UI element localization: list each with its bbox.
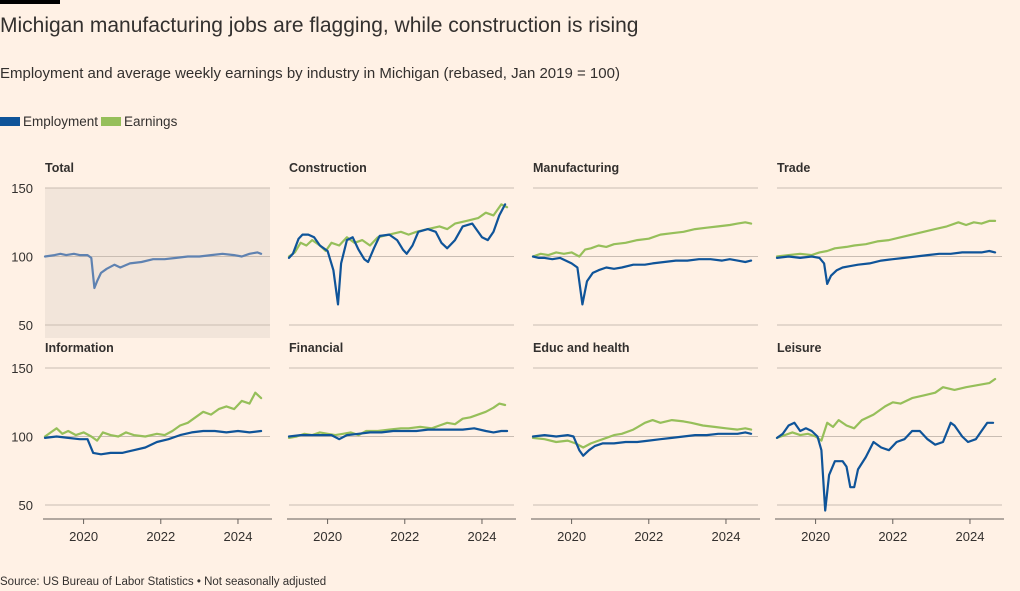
y-tick-label: 100 <box>11 250 33 265</box>
series-line-earnings <box>775 377 997 442</box>
series-line-total <box>43 251 263 290</box>
y-tick-label: 50 <box>19 318 33 333</box>
legend-item-earnings: Earnings <box>101 114 177 129</box>
panel-title: Educ and health <box>533 341 630 355</box>
panel-educ-and-health: Educ and health 2020 2022 2024 <box>531 341 760 544</box>
legend: Employment Earnings <box>0 114 180 129</box>
highlight-background <box>45 188 270 338</box>
x-tick-label: 2020 <box>557 529 586 544</box>
x-tick-label: 2024 <box>956 529 985 544</box>
panel-title: Total <box>45 161 74 175</box>
y-tick-label: 100 <box>11 430 33 445</box>
panel-title: Information <box>45 341 114 355</box>
y-tick-label: 150 <box>11 181 33 196</box>
series-line-employment <box>287 427 509 441</box>
panel-financial: Financial 2020 2022 2024 <box>287 341 516 544</box>
x-tick-label: 2020 <box>801 529 830 544</box>
series-line-employment <box>531 431 753 457</box>
series-line-earnings <box>43 391 263 442</box>
x-tick-label: 2024 <box>224 529 253 544</box>
panel-title: Financial <box>289 341 343 355</box>
series-line-earnings <box>775 219 997 258</box>
legend-label-earnings: Earnings <box>124 114 178 129</box>
panel-title: Trade <box>777 161 810 175</box>
series-line-employment <box>531 255 753 306</box>
source-note: Source: US Bureau of Labor Statistics • … <box>0 576 327 588</box>
series-line-earnings <box>287 402 507 439</box>
x-tick-label: 2024 <box>468 529 497 544</box>
panel-title: Manufacturing <box>533 161 619 175</box>
series-line-employment <box>43 429 263 456</box>
x-tick-label: 2022 <box>146 529 175 544</box>
chart-subtitle: Employment and average weekly earnings b… <box>0 65 620 82</box>
x-tick-label: 2024 <box>712 529 741 544</box>
series-line-employment <box>775 421 995 512</box>
series-line-earnings <box>287 203 509 258</box>
series-line-earnings <box>531 419 753 449</box>
panel-information: Information 2020 2022 2024 <box>43 341 272 544</box>
legend-label-employment: Employment <box>23 114 99 129</box>
x-tick-label: 2022 <box>390 529 419 544</box>
series-line-earnings <box>531 221 753 258</box>
panel-trade: Trade <box>775 161 1002 326</box>
y-tick-label: 50 <box>19 498 33 513</box>
x-tick-label: 2022 <box>634 529 663 544</box>
panel-leisure: Leisure 2020 2022 2024 <box>775 341 1004 544</box>
x-tick-label: 2022 <box>878 529 907 544</box>
y-tick-label: 150 <box>11 361 33 376</box>
series-line-employment <box>287 203 507 306</box>
x-tick-label: 2020 <box>313 529 342 544</box>
legend-swatch-employment <box>0 117 20 126</box>
x-tick-label: 2020 <box>69 529 98 544</box>
panel-construction: Construction <box>287 161 514 326</box>
legend-swatch-earnings <box>101 117 122 126</box>
panel-title: Construction <box>289 161 367 175</box>
legend-item-employment: Employment <box>0 114 98 129</box>
panel-title: Leisure <box>777 341 822 355</box>
top-accent-bar <box>0 0 60 4</box>
panel-manufacturing: Manufacturing <box>531 161 758 326</box>
series-line-employment <box>775 249 997 285</box>
chart-title: Michigan manufacturing jobs are flagging… <box>0 14 639 37</box>
panel-total: Total <box>43 161 270 338</box>
